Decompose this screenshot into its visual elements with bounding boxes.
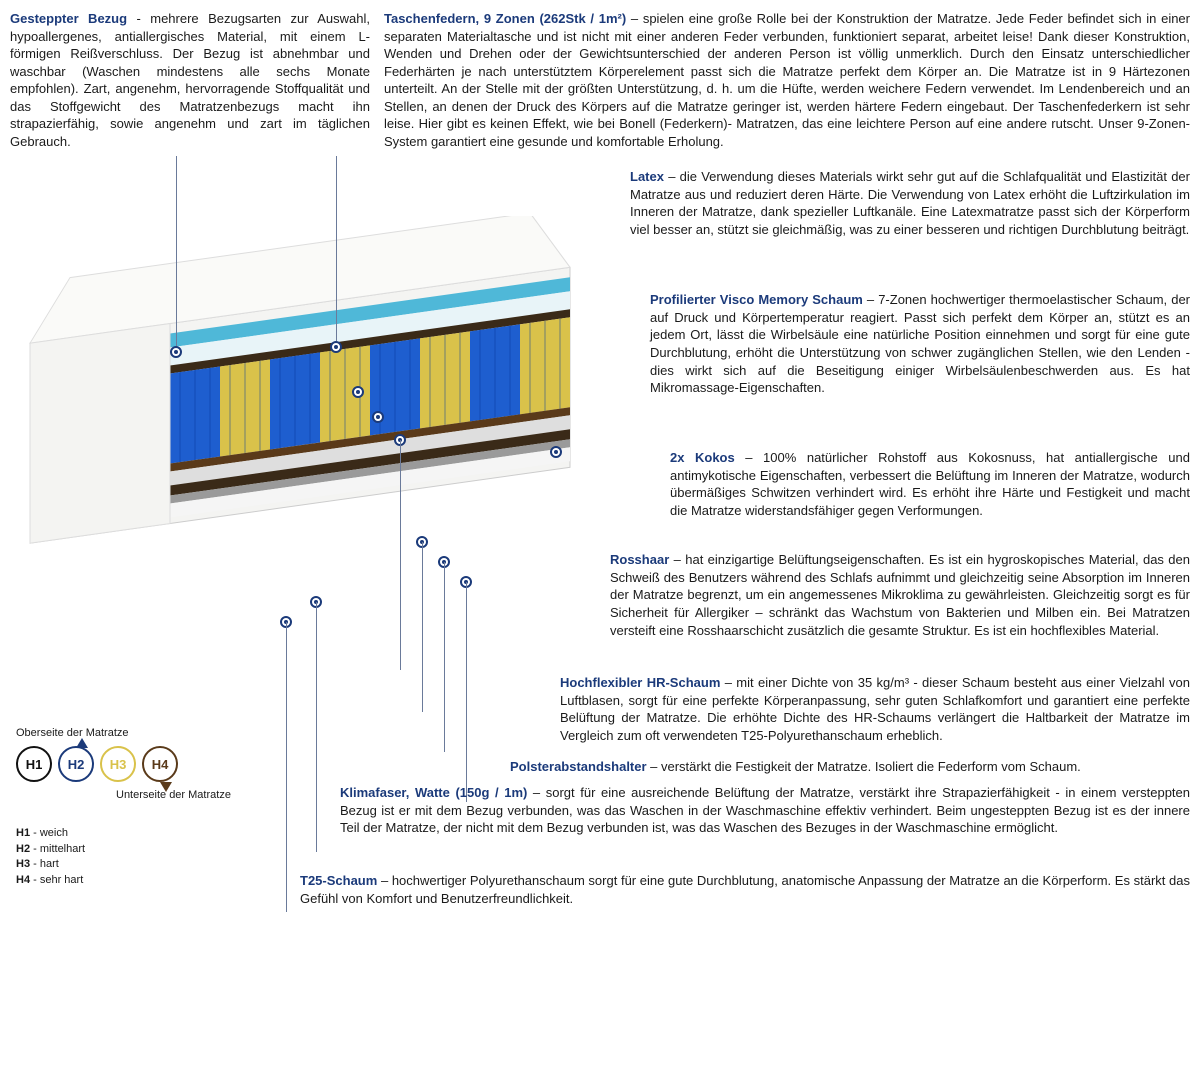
lead-line: [422, 542, 423, 712]
polster-callout: Polsterabstandshalter – verstärkt die Fe…: [510, 758, 1190, 776]
kokos-callout: 2x Kokos – 100% natürlicher Rohstoff aus…: [670, 449, 1190, 519]
kokos-body: – 100% natürlicher Rohstoff aus Kokosnus…: [670, 450, 1190, 518]
klima-callout: Klimafaser, Watte (150g / 1m) – sorgt fü…: [340, 784, 1190, 837]
legend-def-code: H1: [16, 827, 30, 839]
rosshaar-body: – hat einzigartige Belüftungseigenschaft…: [610, 552, 1190, 637]
diagram-area: Latex – die Verwendung dieses Materials …: [10, 156, 1190, 976]
hr-title: Hochflexibler HR-Schaum: [560, 675, 720, 690]
cover-title: Gesteppter Bezug: [10, 11, 127, 26]
lead-line: [400, 440, 401, 670]
latex-body: – die Verwendung dieses Materials wirkt …: [630, 169, 1190, 237]
legend-def-label: hart: [40, 858, 59, 870]
h2-circle: H2: [58, 746, 94, 782]
lead-line: [336, 156, 337, 341]
springs-title: Taschenfedern, 9 Zonen (262Stk / 1m²): [384, 11, 626, 26]
latex-title: Latex: [630, 169, 664, 184]
t25-callout: T25-Schaum – hochwertiger Polyurethansch…: [300, 872, 1190, 907]
h3-circle: H3: [100, 746, 136, 782]
kokos-title: 2x Kokos: [670, 450, 735, 465]
visco-callout: Profilierter Visco Memory Schaum – 7-Zon…: [650, 291, 1190, 396]
t25-body: – hochwertiger Polyurethanschaum sorgt f…: [300, 873, 1190, 906]
hr-callout: Hochflexibler HR-Schaum – mit einer Dich…: [560, 674, 1190, 744]
mattress-illustration: [10, 216, 600, 686]
lead-line: [286, 622, 287, 912]
lead-line: [444, 562, 445, 752]
top-text-row: Gesteppter Bezug - mehrere Bezugsarten z…: [10, 10, 1190, 150]
h1-circle: H1: [16, 746, 52, 782]
legend-def-code: H4: [16, 874, 30, 886]
legend-def-label: sehr hart: [40, 874, 83, 886]
polster-body: – verstärkt die Festigkeit der Matratze.…: [647, 759, 1081, 774]
cover-body: - mehrere Bezugsarten zur Auswahl, hypoa…: [10, 11, 370, 149]
rosshaar-title: Rosshaar: [610, 552, 669, 567]
legend-def-code: H2: [16, 843, 30, 855]
latex-callout: Latex – die Verwendung dieses Materials …: [630, 168, 1190, 238]
klima-title: Klimafaser, Watte (150g / 1m): [340, 785, 527, 800]
cover-paragraph: Gesteppter Bezug - mehrere Bezugsarten z…: [10, 10, 370, 150]
springs-paragraph: Taschenfedern, 9 Zonen (262Stk / 1m²) – …: [384, 10, 1190, 150]
legend-def-label: mittelhart: [40, 843, 85, 855]
h4-circle: H4: [142, 746, 178, 782]
arrow-up-icon: [76, 738, 88, 748]
visco-title: Profilierter Visco Memory Schaum: [650, 292, 863, 307]
visco-body: – 7-Zonen hochwertiger thermoelastischer…: [650, 292, 1190, 395]
legend-bottom-label: Unterseite der Matratze: [116, 788, 231, 803]
legend-def-label: weich: [40, 827, 68, 839]
legend-circles-row: H1 H2 H3 H4: [16, 746, 266, 782]
lead-line: [176, 156, 177, 346]
hardness-legend: Oberseite der Matratze H1 H2 H3 H4 Unter…: [16, 726, 266, 888]
polster-title: Polsterabstandshalter: [510, 759, 647, 774]
lead-line: [316, 602, 317, 852]
t25-title: T25-Schaum: [300, 873, 377, 888]
lead-line: [466, 582, 467, 802]
legend-def-code: H3: [16, 858, 30, 870]
springs-body: – spielen eine große Rolle bei der Konst…: [384, 11, 1190, 149]
rosshaar-callout: Rosshaar – hat einzigartige Belüftungsei…: [610, 551, 1190, 639]
legend-definitions: H1 - weich H2 - mittelhart H3 - hart H4 …: [16, 826, 266, 888]
legend-top-label: Oberseite der Matratze: [16, 727, 129, 739]
